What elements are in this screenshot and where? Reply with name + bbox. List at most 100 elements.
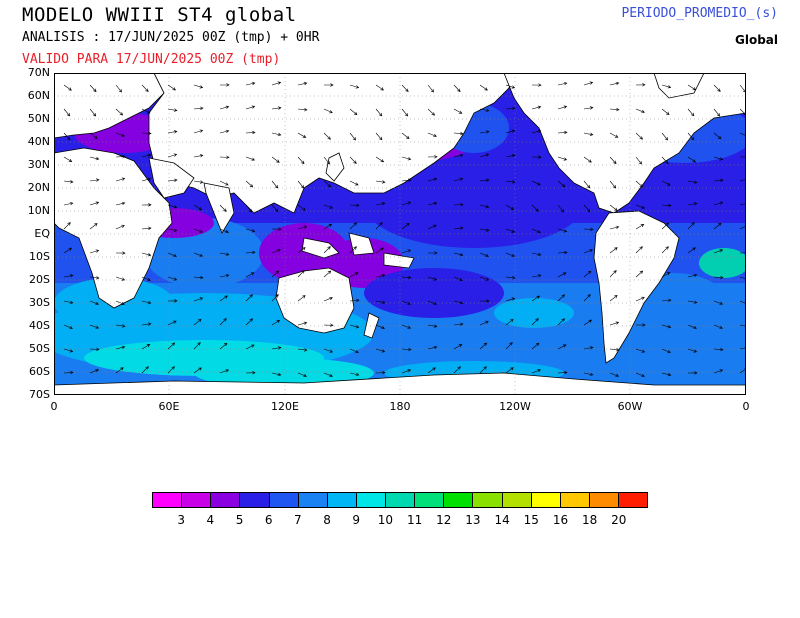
direction-arrow (375, 132, 383, 141)
direction-arrow (583, 180, 591, 189)
direction-arrow (557, 81, 568, 86)
colorbar-swatch (589, 493, 619, 507)
direction-arrow (115, 177, 126, 182)
direction-arrow (375, 274, 386, 278)
direction-arrow (245, 81, 256, 86)
direction-arrow (63, 156, 73, 162)
direction-arrow (271, 81, 282, 86)
direction-arrow (115, 224, 125, 230)
direction-arrow (453, 300, 464, 305)
direction-arrow (479, 366, 487, 374)
direction-arrow (427, 108, 435, 116)
direction-arrow (115, 108, 124, 116)
lon-label: 60W (617, 400, 643, 413)
direction-arrow (115, 201, 126, 206)
direction-arrow (661, 372, 672, 377)
direction-arrow (375, 156, 385, 163)
direction-arrow (453, 252, 464, 257)
direction-arrow (713, 222, 722, 230)
direction-arrow (713, 108, 721, 117)
direction-arrow (687, 222, 695, 230)
direction-arrow (167, 276, 178, 281)
direction-arrow (89, 249, 100, 254)
direction-arrow (427, 84, 434, 93)
direction-arrow (635, 132, 643, 140)
direction-arrow (167, 84, 177, 91)
direction-arrow (323, 296, 333, 302)
direction-arrow (453, 366, 461, 374)
direction-arrow (661, 222, 670, 230)
direction-arrow (193, 318, 202, 326)
direction-arrow (89, 276, 100, 280)
direction-arrow (63, 84, 72, 91)
direction-arrow (401, 156, 412, 161)
direction-arrow (245, 294, 253, 302)
direction-arrow (713, 156, 724, 161)
direction-arrow (245, 204, 252, 213)
direction-arrow (245, 130, 256, 135)
direction-arrow (713, 132, 722, 140)
direction-arrow (245, 371, 256, 375)
colorbar-label: 8 (323, 513, 331, 527)
direction-arrow (63, 132, 71, 141)
direction-arrow (63, 108, 71, 117)
direction-arrow (141, 343, 151, 350)
direction-arrow (505, 342, 513, 350)
lon-label: 60E (158, 400, 180, 413)
colorbar-swatch (386, 493, 416, 507)
colorbar-swatch (298, 493, 328, 507)
direction-arrow (609, 204, 618, 211)
direction-arrow (219, 204, 227, 212)
direction-arrow (297, 156, 305, 165)
direction-arrow (323, 348, 334, 353)
direction-arrow (349, 222, 358, 230)
direction-arrow (635, 372, 645, 378)
direction-arrow (271, 248, 281, 254)
direction-arrow (141, 177, 152, 182)
direction-arrow (375, 84, 384, 91)
direction-arrow (297, 295, 306, 302)
direction-arrow (661, 246, 669, 254)
direction-arrow (349, 272, 359, 278)
direction-arrow (427, 276, 438, 281)
direction-arrow (453, 322, 464, 326)
region-label: Global (734, 33, 778, 47)
direction-arrow (453, 226, 464, 230)
direction-arrow (505, 129, 516, 134)
colorbar-label: 16 (552, 513, 569, 527)
direction-arrow (115, 300, 125, 306)
direction-arrow (271, 132, 282, 137)
lon-label: 180 (389, 400, 411, 413)
direction-arrows (63, 81, 746, 378)
direction-arrow (635, 323, 646, 327)
direction-arrow (375, 247, 384, 254)
direction-arrow (713, 249, 724, 254)
direction-arrow (141, 203, 152, 207)
direction-arrow (167, 252, 177, 258)
direction-arrow (635, 296, 645, 302)
direction-arrow (453, 131, 464, 136)
direction-arrow (739, 132, 746, 138)
direction-arrow (245, 344, 255, 350)
direction-arrow (739, 346, 746, 350)
lat-label: 50S (29, 342, 50, 355)
direction-arrow (297, 225, 308, 230)
direction-arrow (401, 275, 412, 280)
direction-arrow (479, 130, 490, 134)
direction-arrow (219, 342, 228, 350)
direction-arrow (375, 202, 386, 206)
direction-arrow (167, 320, 177, 326)
direction-arrow (401, 249, 412, 254)
direction-arrow (609, 180, 617, 189)
direction-arrow (245, 318, 254, 326)
direction-arrow (349, 348, 359, 354)
direction-arrow (245, 156, 256, 161)
direction-arrow (427, 324, 438, 328)
direction-arrow (401, 347, 412, 352)
direction-arrow (115, 154, 126, 159)
direction-arrow (505, 153, 516, 158)
direction-arrow (401, 178, 412, 182)
direction-arrow (687, 247, 696, 254)
direction-arrow (557, 130, 568, 135)
variable-label: PERIODO_PROMEDIO_(s) (621, 6, 778, 21)
